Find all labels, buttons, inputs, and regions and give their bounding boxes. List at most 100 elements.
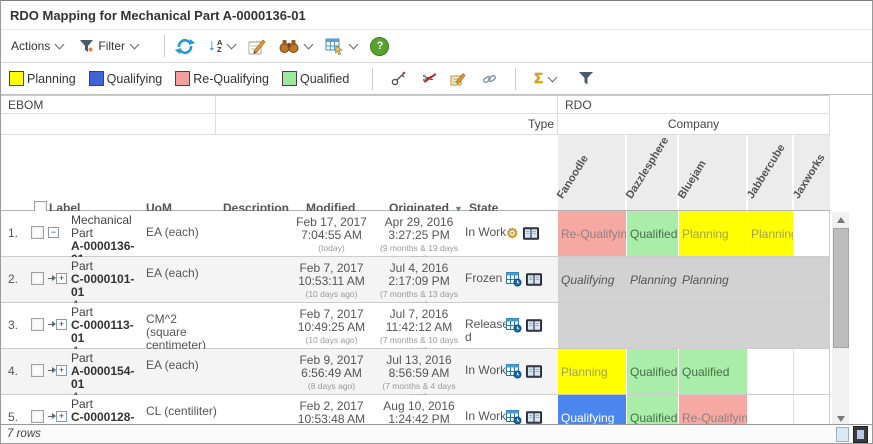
rdo-cell-fanoodle: Planning: [558, 349, 627, 394]
rdo-cell-jabbercube: [748, 303, 794, 348]
label-cell: Part A-0000154-01 A: [71, 349, 147, 404]
expander-cell[interactable]: [48, 395, 70, 426]
expand-toggle-icon[interactable]: [56, 365, 67, 376]
toolbar-divider: [164, 35, 166, 57]
book-icon[interactable]: [526, 319, 542, 332]
row-checkbox[interactable]: [31, 410, 44, 423]
expand-toggle-icon[interactable]: [48, 227, 59, 238]
book-icon[interactable]: [526, 365, 542, 378]
row-number: 4.: [8, 364, 19, 378]
row-checkbox[interactable]: [31, 226, 44, 239]
expand-toggle-icon[interactable]: [56, 273, 67, 284]
bom-table-icon[interactable]: [506, 410, 522, 425]
binoculars-icon: [279, 39, 299, 53]
legend-divider: [372, 67, 374, 90]
column-header-row: Label UoM Description Modified Originate…: [1, 135, 558, 215]
expander-cell[interactable]: [48, 257, 70, 302]
table-row: 5. Part C-0000128-01 A CL (centiliter) F…: [1, 395, 829, 426]
table-row: 1. Mechanical Part A-0000136-01 1 EA (ea…: [1, 211, 829, 279]
tree-arrow-icon: [48, 413, 56, 421]
row-checkbox[interactable]: [31, 272, 44, 285]
filter-label: Filter: [98, 39, 126, 53]
label-cell: Part C-0000101-01 A: [71, 257, 147, 312]
row-number: 3.: [8, 318, 19, 332]
section-header-ebom: EBOM: [1, 95, 216, 114]
originated-cell: Jul 4, 2016 2:17:09 PM (7 months & 13 da…: [376, 257, 462, 310]
row-checkbox-cell: [31, 211, 47, 256]
part-id: C-0000113-01: [71, 318, 134, 345]
vertical-scrollbar[interactable]: [832, 212, 849, 426]
rdo-cell-fanoodle: Qualifying: [558, 395, 627, 426]
description-cell: [223, 395, 287, 426]
rdo-cell-dazzlesphere: Qualified: [627, 211, 679, 256]
row-number: 2.: [8, 272, 19, 286]
disconnect-button[interactable]: ✂: [422, 70, 437, 87]
section-header-rdo: RDO: [558, 95, 830, 114]
book-icon[interactable]: [526, 273, 542, 286]
rdo-cell-jabbercube: Planning: [748, 211, 794, 256]
expand-toggle-icon[interactable]: [56, 319, 67, 330]
key-connect-icon: [392, 71, 406, 86]
help-icon: ?: [370, 36, 390, 56]
legend-item-requalifying: Re-Qualifying: [175, 71, 269, 86]
row-checkbox[interactable]: [31, 318, 44, 331]
tree-arrow-icon: [48, 321, 56, 329]
modified-date: Feb 9, 2017 6:56:49 AM: [299, 353, 364, 380]
column-filter-button[interactable]: [578, 71, 594, 86]
edit-relationship-button[interactable]: [450, 72, 466, 86]
expander-cell[interactable]: [48, 303, 70, 348]
filter-menu[interactable]: Filter: [79, 39, 140, 54]
triangle-up-icon: [836, 216, 845, 223]
company-header-jaxworks: Jaxworks: [791, 135, 830, 210]
row-number: 1.: [8, 226, 19, 240]
refresh-button[interactable]: [175, 38, 196, 55]
expander-cell[interactable]: [48, 349, 70, 394]
modified-date: Feb 17, 2017 7:04:55 AM: [296, 215, 367, 242]
bom-table-icon[interactable]: [506, 364, 522, 379]
select-columns-button[interactable]: [325, 38, 359, 55]
part-type: Mechanical Part: [71, 213, 132, 240]
scroll-up-button[interactable]: [832, 212, 849, 227]
row-count: 7 rows: [7, 428, 41, 440]
actions-menu[interactable]: Actions: [11, 39, 65, 53]
chevron-down-icon: [227, 39, 237, 50]
chevron-down-icon: [304, 39, 314, 50]
status-bar: 7 rows: [1, 424, 872, 443]
expand-toggle-icon[interactable]: [56, 411, 67, 422]
rdo-cell-jaxworks: [794, 395, 829, 426]
legend-label: Qualifying: [106, 71, 163, 86]
bom-table-icon[interactable]: [506, 318, 522, 333]
book-icon[interactable]: [526, 411, 542, 424]
legend-label: Planning: [27, 71, 76, 86]
row-checkbox[interactable]: [31, 364, 44, 377]
sum-menu[interactable]: Σ: [534, 70, 558, 87]
full-view-icon[interactable]: [853, 425, 868, 443]
legend-bar: Planning Qualifying Re-Qualifying Qualif…: [1, 63, 872, 95]
chevron-down-icon: [547, 72, 558, 82]
rdo-cell-jaxworks: [794, 303, 829, 348]
scrollbar-thumb[interactable]: [833, 228, 849, 348]
description-cell: [223, 257, 287, 302]
scroll-down-button[interactable]: [832, 411, 849, 426]
row-checkbox-cell: [31, 395, 47, 426]
compact-view-icon[interactable]: [836, 426, 849, 442]
book-icon[interactable]: [522, 227, 539, 240]
help-button[interactable]: ?: [370, 36, 390, 56]
uom-cell: EA (each): [146, 266, 199, 280]
edit-button[interactable]: [248, 38, 266, 55]
link-button[interactable]: [482, 72, 497, 86]
qualified-swatch: [281, 71, 297, 86]
company-header-jabbercube: Jabbercube: [745, 135, 794, 210]
expander-cell[interactable]: [48, 211, 70, 256]
modified-ago: (10 days ago): [305, 335, 358, 345]
rdo-cell-bluejam: Planning: [679, 211, 748, 256]
bom-table-icon[interactable]: [506, 272, 522, 287]
triangle-down-icon: [836, 415, 845, 422]
connect-button[interactable]: [391, 71, 406, 86]
search-button[interactable]: [279, 39, 314, 54]
rdo-cell-bluejam: [679, 303, 748, 348]
gear-icon[interactable]: ⚙: [506, 225, 519, 241]
originated-cell: Apr 29, 2016 3:27:25 PM (9 months & 19 d…: [376, 211, 462, 264]
